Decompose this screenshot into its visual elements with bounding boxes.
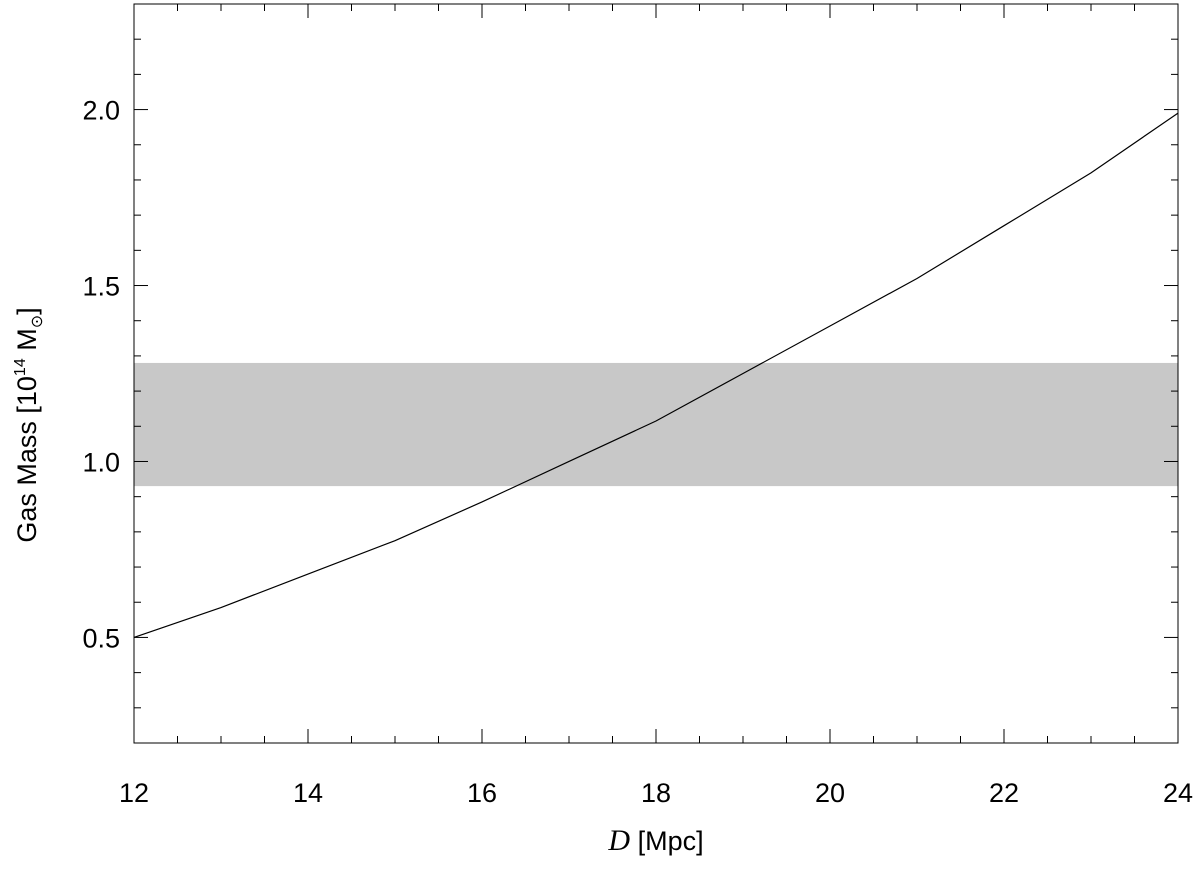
x-tick-label: 14 [293,778,323,808]
y-tick-label: 2.0 [82,96,120,126]
y-label-superscript: 14 [12,358,29,376]
x-tick-label: 20 [815,778,845,808]
x-tick-label: 18 [641,778,671,808]
y-tick-label: 1.0 [82,447,120,477]
y-axis-label: Gas Mass [1014 M⊙] [12,307,46,542]
x-tick-label: 12 [119,778,149,808]
x-tick-label: 22 [989,778,1019,808]
x-tick-label: 16 [467,778,497,808]
x-tick-label: 24 [1163,778,1193,808]
x-label-symbol: D [607,824,630,857]
shaded-band [134,362,1178,487]
y-label-subscript: ⊙ [29,315,46,328]
x-label-unit: [Mpc] [638,826,704,856]
y-label-unit: M [12,328,42,358]
data-line [133,112,1179,638]
y-label-text: Gas Mass [10 [12,376,42,543]
y-label-close: ] [12,307,42,315]
y-tick-label: 0.5 [82,623,120,653]
y-tick-label: 1.5 [82,272,120,302]
x-axis-label: D [Mpc] [607,824,703,857]
